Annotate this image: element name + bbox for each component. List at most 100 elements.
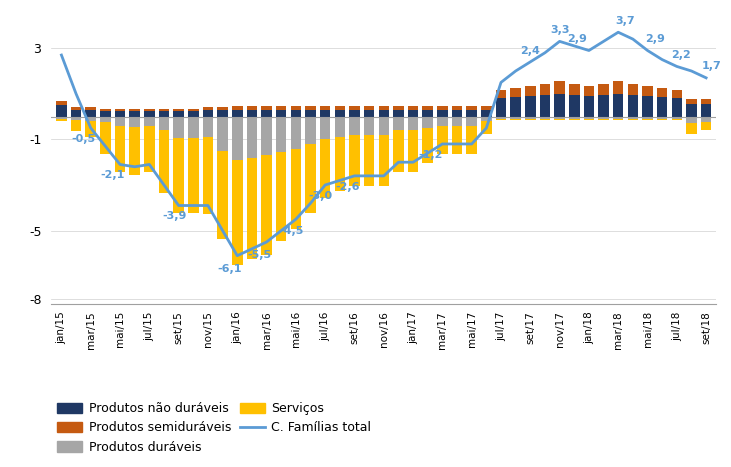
Bar — [539, 117, 550, 119]
Bar — [686, 99, 697, 104]
Bar — [335, 137, 345, 191]
Bar — [598, 84, 609, 95]
Bar — [643, 86, 653, 96]
Bar — [159, 117, 170, 130]
Bar — [452, 117, 462, 126]
Bar — [246, 117, 257, 158]
Bar — [306, 106, 316, 110]
Bar — [539, 119, 550, 120]
Bar — [306, 110, 316, 117]
Bar — [408, 110, 418, 117]
Bar — [657, 117, 667, 119]
Text: -2,6: -2,6 — [335, 182, 360, 191]
Bar — [217, 117, 228, 151]
Bar — [217, 151, 228, 239]
Bar — [115, 117, 125, 126]
Bar — [496, 91, 507, 99]
Bar — [408, 117, 418, 130]
Bar — [672, 119, 682, 120]
Bar — [115, 109, 125, 111]
Bar — [173, 109, 184, 111]
Bar — [672, 99, 682, 117]
Bar — [525, 86, 536, 96]
Text: 2,2: 2,2 — [671, 50, 691, 60]
Bar — [452, 126, 462, 154]
Text: -3,9: -3,9 — [162, 211, 186, 221]
Bar — [554, 117, 565, 119]
Bar — [525, 119, 536, 120]
Bar — [320, 140, 330, 198]
Bar — [320, 106, 330, 110]
Bar — [129, 109, 140, 111]
Bar — [291, 110, 301, 117]
Bar — [115, 111, 125, 117]
Text: 3,7: 3,7 — [616, 16, 635, 26]
Bar — [569, 117, 580, 119]
Bar — [510, 88, 521, 97]
Bar — [379, 135, 389, 186]
Bar — [320, 117, 330, 140]
Bar — [129, 127, 140, 175]
Text: -5,5: -5,5 — [247, 250, 271, 260]
Bar — [393, 110, 404, 117]
Bar — [276, 152, 287, 241]
Bar — [349, 135, 360, 186]
Bar — [144, 126, 155, 172]
Bar — [539, 95, 550, 117]
Text: 2,9: 2,9 — [645, 34, 664, 44]
Bar — [349, 117, 360, 135]
Bar — [393, 117, 404, 130]
Text: 2,4: 2,4 — [520, 46, 540, 56]
Bar — [686, 117, 697, 123]
Bar — [188, 109, 199, 111]
Text: -0,5: -0,5 — [72, 134, 96, 144]
Bar — [481, 121, 492, 134]
Bar — [393, 130, 404, 172]
Bar — [686, 123, 697, 134]
Bar — [276, 106, 287, 110]
Bar — [188, 111, 199, 117]
Bar — [71, 120, 81, 131]
Bar — [496, 119, 507, 120]
Bar — [291, 149, 301, 229]
Bar — [261, 110, 272, 117]
Bar — [202, 107, 213, 110]
Bar — [202, 137, 213, 214]
Bar — [481, 110, 492, 117]
Bar — [129, 111, 140, 117]
Bar — [554, 94, 565, 117]
Bar — [86, 121, 96, 137]
Bar — [71, 110, 81, 117]
Bar — [452, 110, 462, 117]
Bar — [657, 119, 667, 120]
Bar — [628, 84, 638, 95]
Bar — [291, 106, 301, 110]
Bar — [643, 96, 653, 117]
Bar — [232, 160, 243, 265]
Bar — [598, 117, 609, 119]
Bar — [583, 86, 594, 96]
Text: -6,1: -6,1 — [218, 264, 242, 274]
Bar — [510, 117, 521, 119]
Bar — [496, 117, 507, 119]
Bar — [686, 104, 697, 117]
Bar — [598, 119, 609, 120]
Bar — [569, 119, 580, 120]
Bar — [672, 91, 682, 99]
Bar — [437, 106, 447, 110]
Bar — [672, 117, 682, 119]
Bar — [423, 106, 433, 110]
Bar — [510, 97, 521, 117]
Bar — [261, 106, 272, 110]
Bar — [173, 138, 184, 213]
Bar — [320, 110, 330, 117]
Bar — [437, 117, 447, 126]
Bar — [188, 138, 199, 213]
Bar — [364, 135, 374, 186]
Bar — [452, 106, 462, 110]
Bar — [437, 126, 447, 154]
Bar — [246, 110, 257, 117]
Bar — [86, 117, 96, 121]
Bar — [246, 106, 257, 110]
Bar — [466, 110, 477, 117]
